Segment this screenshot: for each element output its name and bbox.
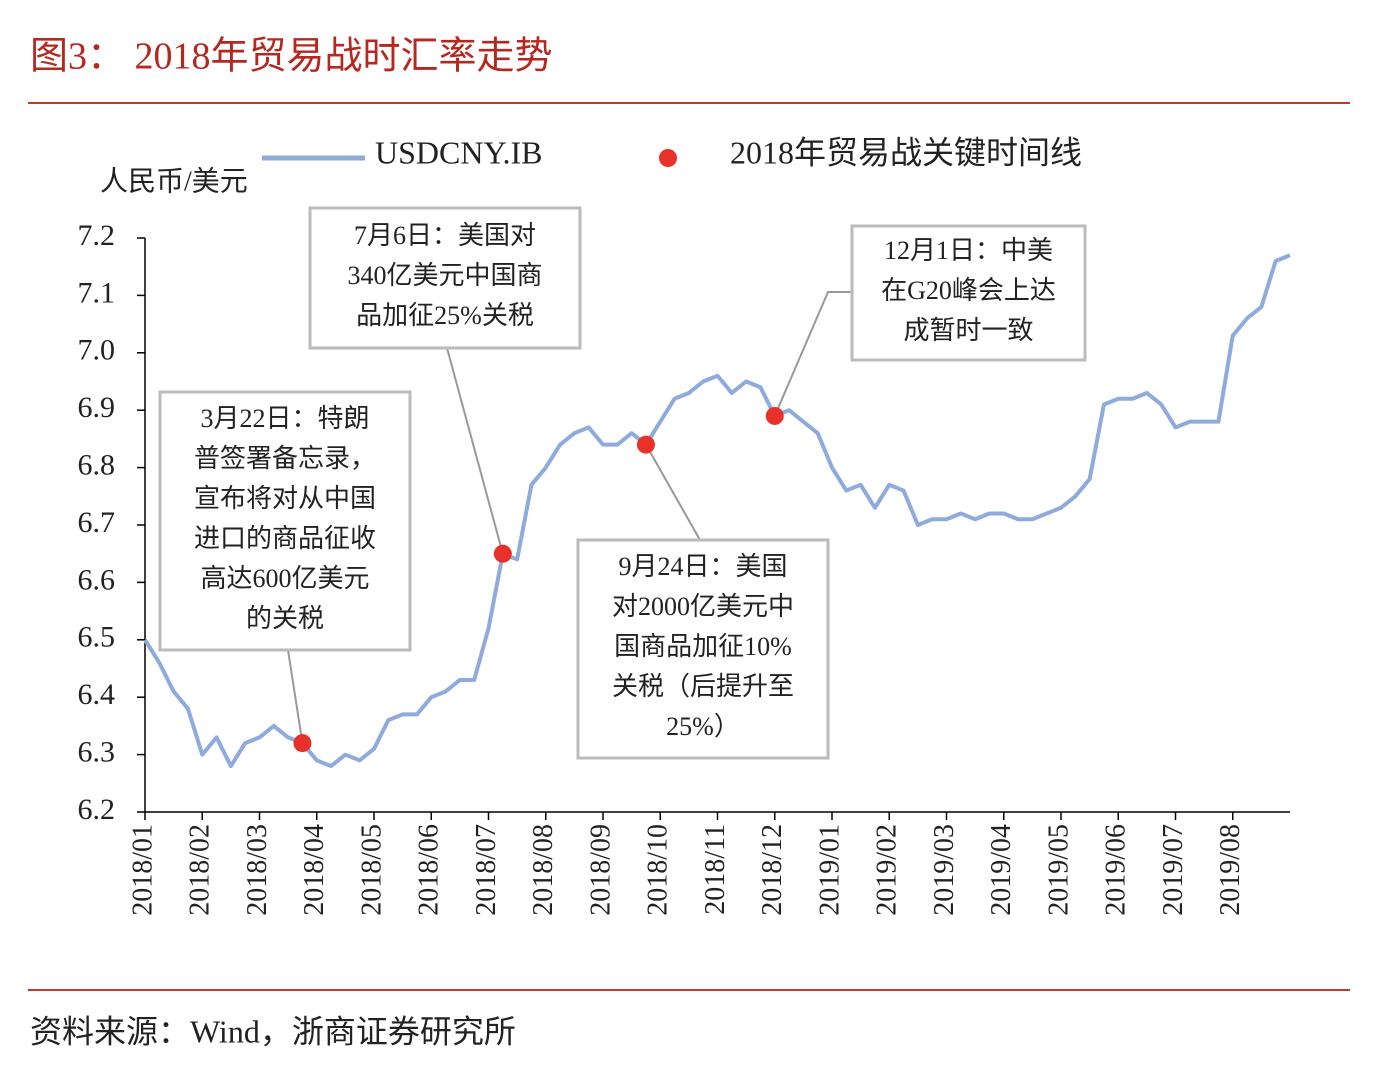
x-tick-label: 2019/05 xyxy=(1043,824,1074,916)
x-tick-label: 2018/08 xyxy=(528,824,559,916)
annotation-text: 9月24日：美国 xyxy=(618,552,787,581)
annotation-box xyxy=(850,224,1087,362)
annotation-text: 3月22日：特朗 xyxy=(200,404,369,433)
legend-label: 2018年贸易战关键时间线 xyxy=(730,134,1082,170)
x-tick-label: 2019/04 xyxy=(986,824,1017,916)
x-tick-label: 2019/02 xyxy=(872,824,903,916)
annotation-text: 对2000亿美元中 xyxy=(612,592,794,621)
x-tick-label: 2018/07 xyxy=(471,824,502,916)
annotation-text: 关税（后提升至 xyxy=(612,672,794,701)
annotation-text: 高达600亿美元 xyxy=(200,564,369,593)
event-point xyxy=(765,406,784,425)
y-tick-label: 6.9 xyxy=(78,391,116,424)
x-tick-label: 2019/06 xyxy=(1101,824,1132,916)
x-tick-label: 2018/12 xyxy=(757,824,788,916)
x-tick-label: 2019/08 xyxy=(1215,824,1246,916)
source: 资料来源：Wind，浙商证券研究所 xyxy=(30,1013,516,1049)
annotation-text: 的关税 xyxy=(246,604,324,633)
annotation-text: 340亿美元中国商 xyxy=(347,261,542,290)
x-tick-label: 2019/01 xyxy=(814,824,845,916)
y-tick-label: 6.5 xyxy=(78,621,116,654)
legend-label: USDCNY.IB xyxy=(375,134,542,170)
annotation-text: 国商品加征10% xyxy=(614,632,792,661)
event-point xyxy=(636,435,655,454)
annotation-text: 25%） xyxy=(666,712,740,741)
annotation-text: 宣布将对从中国 xyxy=(194,484,376,513)
series-line xyxy=(143,253,1291,769)
y-tick-label: 6.8 xyxy=(78,448,116,481)
y-axis-label: 人民币/美元 xyxy=(100,165,248,197)
x-tick-label: 2018/10 xyxy=(643,824,674,916)
y-tick-label: 7.1 xyxy=(78,276,116,309)
x-tick-label: 2019/03 xyxy=(929,824,960,916)
leader-line xyxy=(645,444,701,541)
x-tick-label: 2018/02 xyxy=(185,824,216,916)
y-tick-label: 6.2 xyxy=(78,793,116,826)
annotation-text: 7月6日：美国对 xyxy=(354,221,536,250)
annotation-box xyxy=(576,538,830,760)
annotation-text: 进口的商品征收 xyxy=(194,524,376,553)
leader-line xyxy=(773,291,852,417)
y-tick-label: 6.6 xyxy=(78,563,116,596)
y-tick-label: 7.0 xyxy=(78,334,116,367)
legend-marker xyxy=(659,149,677,167)
event-point xyxy=(293,734,312,753)
leader-line xyxy=(287,649,304,744)
x-tick-label: 2018/11 xyxy=(700,824,731,915)
page-title: 图3： 2018年贸易战时汇率走势 xyxy=(30,36,553,78)
x-tick-label: 2018/04 xyxy=(299,824,330,916)
x-tick-label: 2018/01 xyxy=(127,824,158,916)
y-tick-label: 7.2 xyxy=(78,219,116,252)
y-tick-label: 6.4 xyxy=(78,678,116,711)
annotation-text: 品加征25%关税 xyxy=(356,301,534,330)
leader-line xyxy=(446,347,504,554)
event-point xyxy=(493,544,512,563)
annotation-text: 12月1日：中美 xyxy=(884,236,1053,265)
annotation-text: 在G20峰会上达 xyxy=(881,276,1056,305)
annotation-text: 成暂时一致 xyxy=(903,316,1033,345)
y-tick-label: 6.7 xyxy=(78,506,116,539)
x-tick-label: 2018/03 xyxy=(242,824,273,916)
annotation-box xyxy=(308,206,582,350)
x-tick-label: 2018/09 xyxy=(585,824,616,916)
x-tick-label: 2018/06 xyxy=(414,824,445,916)
annotation-text: 普签署备忘录， xyxy=(194,444,376,473)
annotation-box xyxy=(158,390,412,652)
x-tick-label: 2019/07 xyxy=(1158,824,1189,916)
x-tick-label: 2018/05 xyxy=(356,824,387,916)
y-tick-label: 6.3 xyxy=(78,735,116,768)
